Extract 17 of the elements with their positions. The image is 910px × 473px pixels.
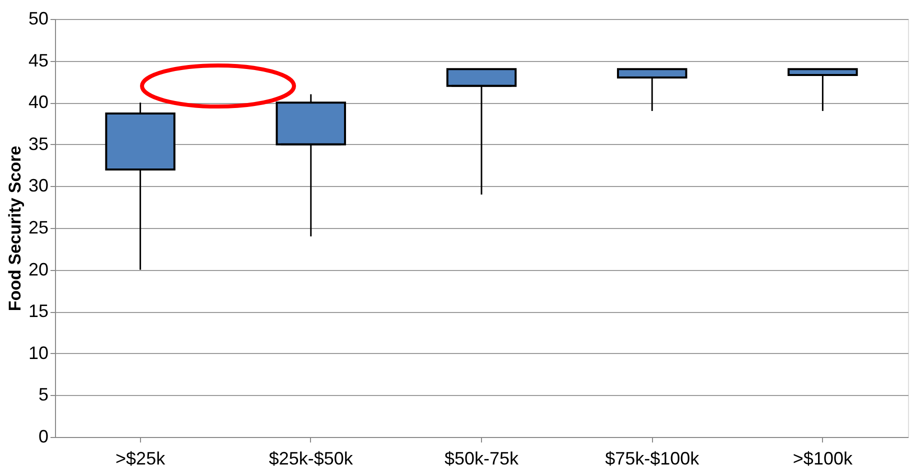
x-tick-label: $75k-$100k	[605, 448, 700, 468]
x-tick-label: >$100k	[792, 448, 854, 468]
y-tick-label: 25	[28, 218, 48, 238]
y-tick-label: 45	[28, 50, 48, 70]
x-tick-label: $25k-$50k	[268, 448, 354, 468]
y-tick-label: 10	[28, 342, 48, 363]
y-tick-label: 30	[28, 176, 48, 196]
y-tick-label: 50	[28, 8, 48, 28]
y-tick-label: 40	[28, 92, 48, 112]
y-tick-label: 20	[28, 259, 48, 280]
y-tick-label: 15	[28, 301, 48, 322]
y-tick-label: 5	[38, 384, 48, 405]
y-tick-label: 0	[38, 426, 48, 446]
y-tick-label: 35	[28, 134, 48, 154]
y-axis-title: Food Security Score	[5, 146, 24, 312]
x-tick-label: >$25k	[116, 448, 166, 468]
x-tick-label: $50k-75k	[444, 448, 520, 468]
